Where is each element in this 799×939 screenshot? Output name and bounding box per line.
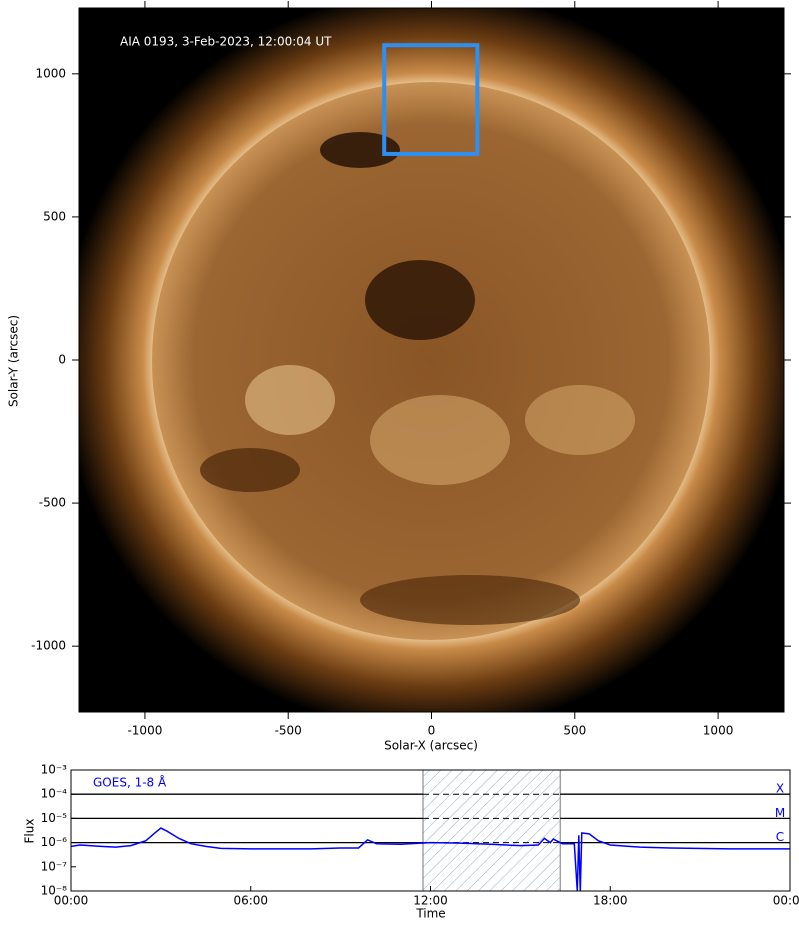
x-tick-label: 12:00 <box>413 894 448 908</box>
region-box <box>382 43 480 156</box>
y-tick-label: 10⁻⁵ <box>41 811 68 825</box>
active-region <box>370 395 510 485</box>
y-axis-label: Flux <box>23 819 37 844</box>
plot-annotation: GOES, 1-8 Å <box>93 775 167 790</box>
solar-disk <box>152 82 710 640</box>
coronal-hole <box>320 132 400 168</box>
x-axis-label: Solar-X (arcsec) <box>384 739 478 753</box>
y-tick-label: 500 <box>43 209 66 223</box>
x-axis-label: Time <box>415 907 445 921</box>
x-tick-label: 06:00 <box>233 894 268 908</box>
y-tick-label: 10⁻⁶ <box>41 835 68 849</box>
x-tick-label: 18:00 <box>593 894 628 908</box>
y-tick-label: 10⁻⁸ <box>41 884 68 898</box>
x-tick-label: -1000 <box>127 724 162 738</box>
x-tick-label: 00:00 <box>54 894 89 908</box>
coronal-hole <box>365 260 475 340</box>
image-annotation: AIA 0193, 3-Feb-2023, 12:00:04 UT <box>120 35 332 49</box>
y-tick-label: 10⁻³ <box>41 763 68 777</box>
active-region <box>525 385 635 455</box>
x-tick-label: -500 <box>275 724 302 738</box>
class-label: C <box>776 830 784 844</box>
y-tick-label: 0 <box>58 353 66 367</box>
dark-region <box>200 448 300 492</box>
shaded-interval <box>423 770 561 891</box>
y-tick-label: 10⁻⁷ <box>41 859 68 873</box>
y-tick-label: 10⁻⁴ <box>41 787 68 801</box>
dark-region <box>360 575 580 625</box>
y-tick-label: -500 <box>39 496 66 510</box>
x-tick-label: 00:00 <box>773 894 799 908</box>
y-tick-label: -1000 <box>31 639 66 653</box>
x-tick-label: 0 <box>428 724 436 738</box>
active-region <box>245 365 335 435</box>
flux-line <box>70 827 790 892</box>
y-tick-label: 1000 <box>35 66 66 80</box>
class-label: X <box>776 782 784 796</box>
y-axis-label: Solar-Y (arcsec) <box>7 315 21 407</box>
x-tick-label: 500 <box>563 724 586 738</box>
solar-image <box>79 8 784 712</box>
class-label: M <box>775 806 785 820</box>
x-tick-label: 1000 <box>703 724 734 738</box>
